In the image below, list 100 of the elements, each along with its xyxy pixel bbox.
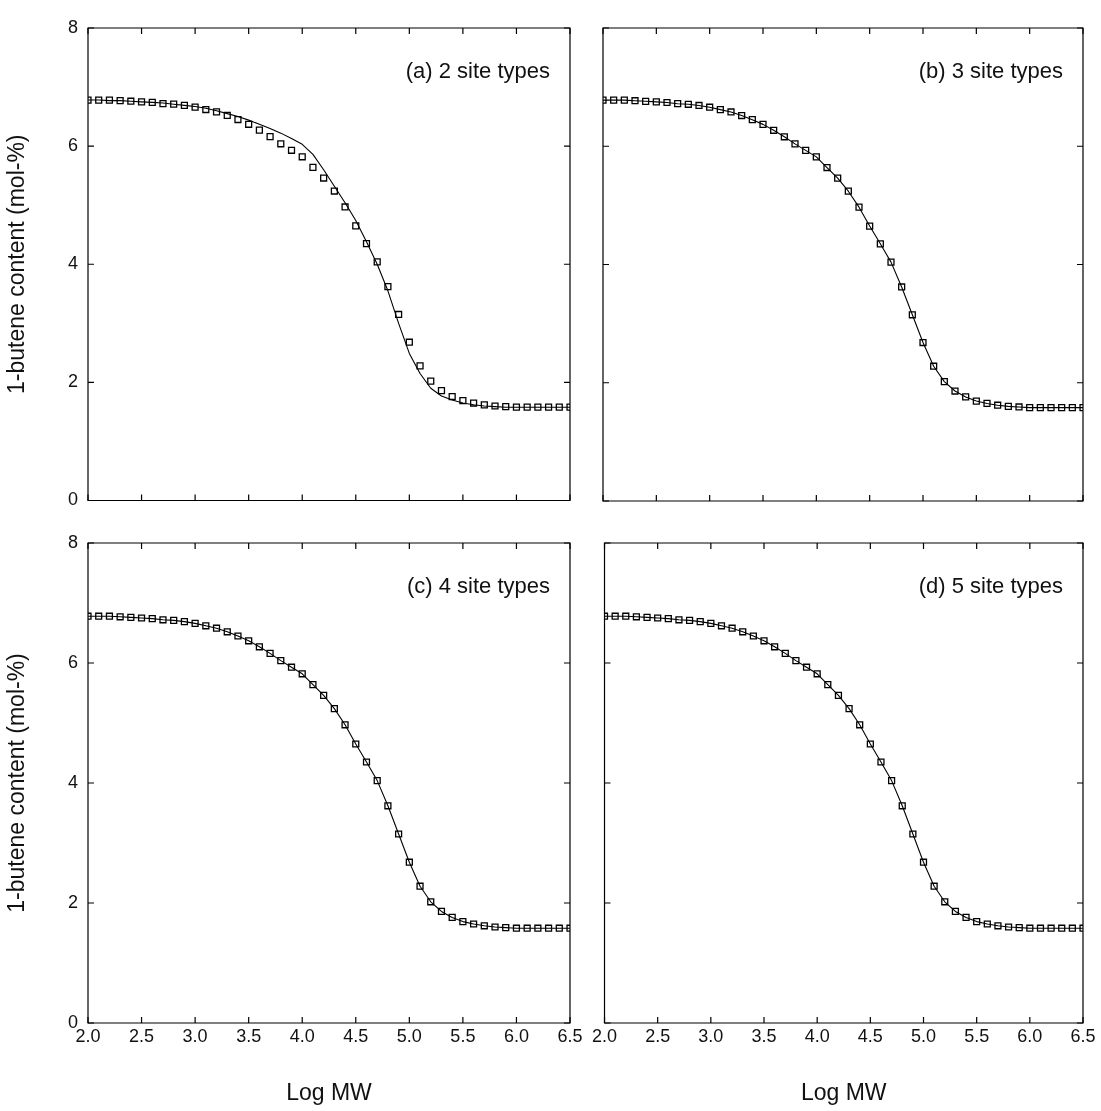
y-tick-label: 8 — [67, 16, 78, 37]
point — [664, 614, 672, 623]
y-tick-label: 0 — [67, 489, 78, 510]
x-tick-label: 4.5 — [857, 1025, 883, 1046]
point — [962, 393, 970, 401]
point — [502, 402, 510, 411]
point — [448, 913, 456, 922]
point — [962, 913, 970, 922]
point — [95, 612, 103, 620]
point — [707, 619, 715, 628]
point — [696, 617, 704, 626]
point — [255, 643, 263, 651]
point — [362, 758, 371, 766]
point — [191, 619, 199, 628]
point — [1036, 403, 1044, 412]
y-tick-label: 2 — [67, 891, 78, 912]
point — [416, 882, 424, 890]
x-axis-title: Log MW — [286, 1078, 373, 1105]
point — [127, 613, 135, 622]
point — [802, 146, 810, 155]
point — [544, 403, 553, 411]
x-tick-label: 6.0 — [503, 1025, 529, 1046]
point — [812, 153, 820, 161]
point — [739, 628, 747, 636]
point — [148, 614, 156, 623]
point — [866, 740, 874, 748]
point — [170, 100, 178, 108]
point — [191, 103, 199, 111]
point — [760, 637, 768, 645]
point — [824, 680, 832, 689]
annotation: (d) 5 site types — [918, 573, 1063, 599]
y-tick-label: 4 — [67, 771, 78, 792]
point — [330, 704, 338, 713]
point — [266, 133, 274, 141]
point — [844, 187, 852, 195]
point — [1004, 923, 1013, 931]
point — [940, 377, 948, 386]
x-tick-label: 5.5 — [964, 1025, 990, 1046]
x-tick-label: 4.5 — [343, 1025, 369, 1046]
point — [706, 103, 714, 111]
y-tick-label: 2 — [67, 371, 78, 392]
point — [663, 98, 671, 107]
point — [223, 111, 231, 120]
point — [534, 403, 542, 411]
x-tick-label: 3.5 — [751, 1025, 777, 1046]
point — [781, 649, 789, 658]
point — [1015, 403, 1023, 411]
point — [555, 403, 563, 411]
point — [674, 100, 682, 108]
point — [277, 656, 285, 665]
point — [727, 108, 735, 116]
point — [277, 140, 285, 148]
point — [611, 612, 619, 620]
point — [780, 133, 788, 141]
x-tick-label: 3.0 — [698, 1025, 724, 1046]
x-tick-label: 5.0 — [910, 1025, 937, 1046]
point — [791, 140, 799, 148]
point — [1047, 403, 1055, 412]
point — [898, 802, 906, 810]
point — [405, 338, 413, 346]
point — [544, 924, 553, 932]
point — [759, 120, 767, 128]
x-tick-label: 5.5 — [450, 1025, 476, 1046]
point — [491, 923, 499, 931]
point — [983, 399, 991, 408]
x-tick-label: 6.5 — [1070, 1025, 1096, 1046]
point — [1068, 924, 1076, 932]
point — [675, 616, 683, 624]
point — [448, 392, 456, 401]
point — [622, 612, 630, 620]
point — [654, 614, 662, 622]
y-tick-label: 8 — [67, 531, 78, 552]
point — [728, 624, 736, 632]
point — [802, 663, 811, 671]
point — [610, 96, 618, 104]
point — [523, 924, 531, 932]
y-tick-label: 6 — [67, 135, 78, 156]
point — [643, 613, 651, 622]
point — [813, 670, 821, 678]
point — [908, 311, 916, 319]
point — [716, 105, 724, 114]
point — [631, 97, 639, 105]
point — [137, 614, 146, 622]
point — [749, 632, 757, 640]
point — [512, 924, 521, 932]
point — [534, 924, 542, 932]
point — [717, 622, 726, 630]
point — [437, 387, 446, 395]
point — [1026, 403, 1034, 412]
point — [866, 222, 874, 230]
point — [95, 96, 103, 104]
x-tick-label: 2.5 — [645, 1025, 671, 1046]
point — [502, 923, 510, 932]
point — [341, 203, 349, 211]
point — [202, 622, 210, 630]
point — [341, 721, 349, 729]
point — [695, 101, 703, 110]
point — [877, 758, 885, 766]
point — [491, 402, 499, 410]
point — [159, 616, 167, 624]
